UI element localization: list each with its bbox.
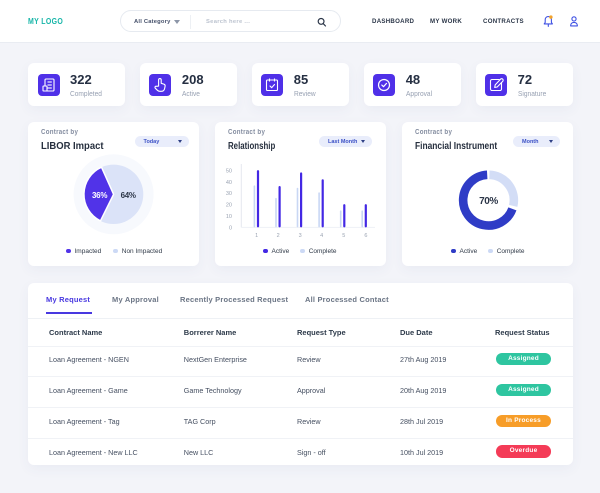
svg-text:70%: 70% xyxy=(479,196,498,207)
svg-text:1: 1 xyxy=(255,233,258,239)
svg-text:36%: 36% xyxy=(92,191,107,200)
svg-text:5: 5 xyxy=(342,233,345,239)
svg-text:30: 30 xyxy=(226,191,232,197)
svg-text:40: 40 xyxy=(226,180,232,186)
svg-text:0: 0 xyxy=(229,225,232,231)
svg-text:20: 20 xyxy=(226,203,232,209)
svg-text:4: 4 xyxy=(320,233,323,239)
svg-text:6: 6 xyxy=(364,233,367,239)
svg-text:10: 10 xyxy=(226,214,232,220)
svg-text:50: 50 xyxy=(226,169,232,175)
svg-text:3: 3 xyxy=(299,233,302,239)
svg-text:2: 2 xyxy=(277,233,280,239)
svg-text:64%: 64% xyxy=(121,191,136,200)
